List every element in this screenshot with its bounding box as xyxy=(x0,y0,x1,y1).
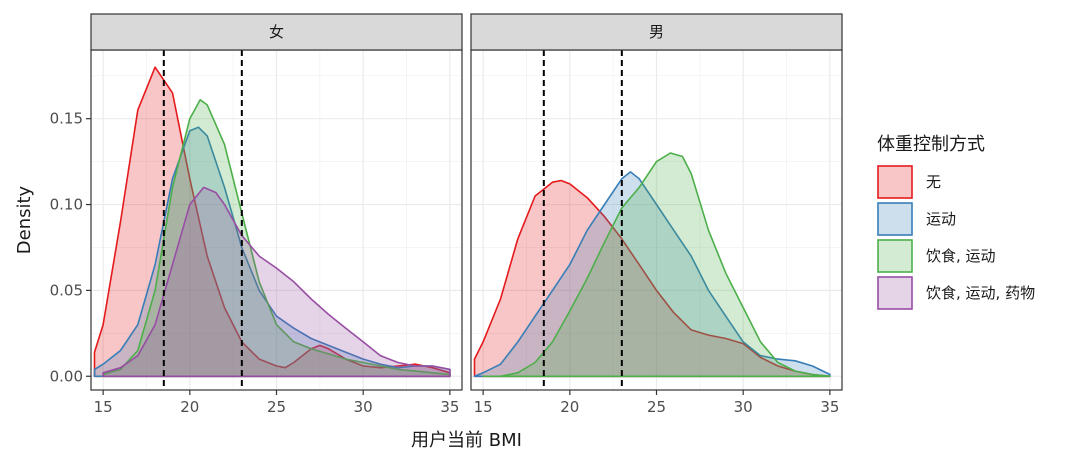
density-area-饮食, 运动 xyxy=(482,152,831,378)
facet-panel-2: 男 15 20 25 30 35 xyxy=(470,13,843,416)
facet-label: 女 xyxy=(269,23,284,41)
facet-label: 男 xyxy=(649,23,664,41)
legend-label: 饮食, 运动, 药物 xyxy=(926,284,1035,302)
x-tick-label: 30 xyxy=(354,398,373,416)
legend-key xyxy=(877,239,913,273)
y-tick-label: 0.05 xyxy=(50,281,83,299)
y-axis-title: Density xyxy=(14,185,35,254)
x-tick-label: 20 xyxy=(560,398,579,416)
x-tick-label: 35 xyxy=(440,398,459,416)
legend-title: 体重控制方式 xyxy=(877,134,985,155)
x-tick-label: 25 xyxy=(647,398,666,416)
facet-strip xyxy=(90,13,463,51)
facet-panel-1: 女 15 20 25 30 35 0.00 0.05 0.10 0.15 xyxy=(50,13,463,416)
legend-key xyxy=(877,165,913,199)
x-tick-label: 25 xyxy=(267,398,286,416)
x-tick-label: 20 xyxy=(180,398,199,416)
facet-strip xyxy=(470,13,843,51)
x-tick-label: 15 xyxy=(474,398,493,416)
x-tick-label: 30 xyxy=(734,398,753,416)
legend-label: 无 xyxy=(926,173,941,191)
y-tick-label: 0.00 xyxy=(50,367,83,385)
y-tick-label: 0.15 xyxy=(50,110,83,128)
y-tick-label: 0.10 xyxy=(50,196,83,214)
legend-label: 饮食, 运动 xyxy=(926,247,996,265)
x-tick-label: 35 xyxy=(820,398,839,416)
legend-key xyxy=(877,202,913,236)
density-area-运动 xyxy=(473,171,831,378)
density-area-饮食, 运动, 药物 xyxy=(102,186,451,378)
legend-label: 运动 xyxy=(926,210,956,228)
density-area-无 xyxy=(473,179,831,378)
density-area-饮食, 运动 xyxy=(102,99,451,378)
legend-key xyxy=(877,276,913,310)
x-tick-label: 15 xyxy=(94,398,113,416)
x-axis-title: 用户当前 BMI xyxy=(411,430,522,451)
